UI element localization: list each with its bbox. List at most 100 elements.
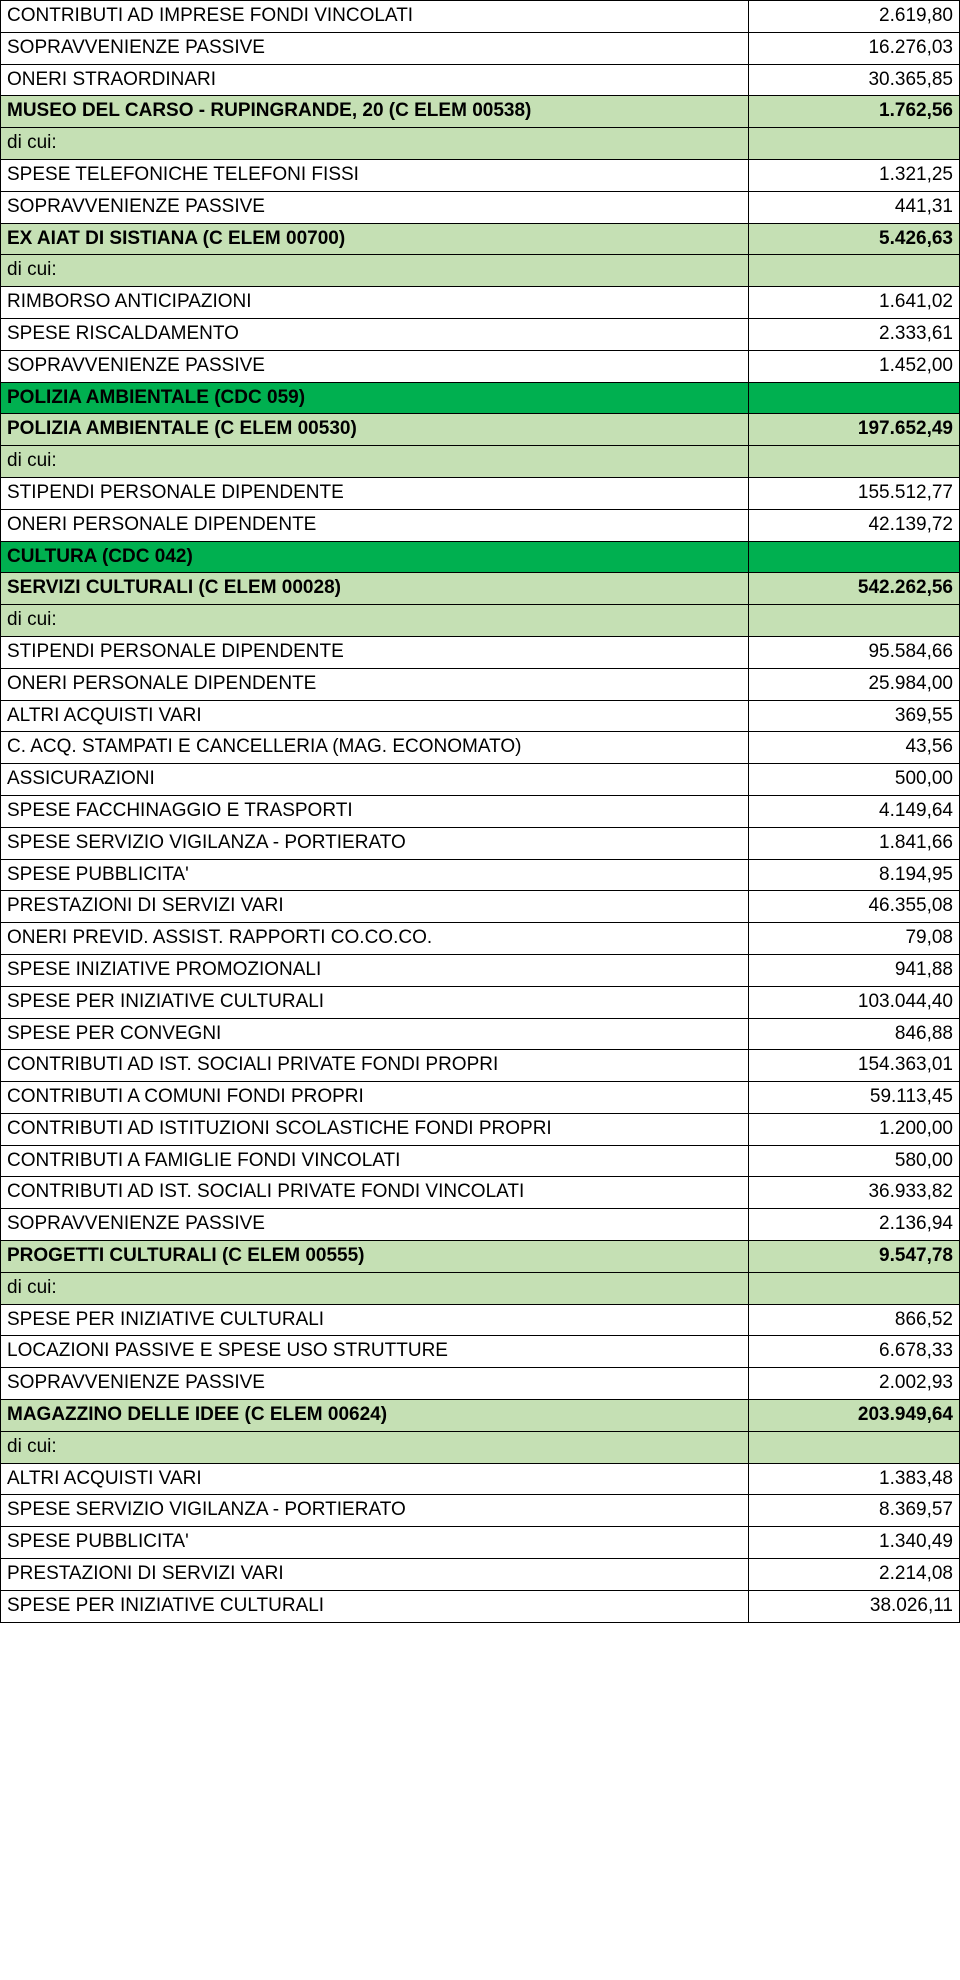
row-label: LOCAZIONI PASSIVE E SPESE USO STRUTTURE xyxy=(1,1336,749,1368)
row-value xyxy=(749,128,960,160)
row-value xyxy=(749,605,960,637)
table-row: PRESTAZIONI DI SERVIZI VARI2.214,08 xyxy=(1,1559,960,1591)
row-value: 441,31 xyxy=(749,191,960,223)
row-value: 1.452,00 xyxy=(749,350,960,382)
table-row: ONERI PERSONALE DIPENDENTE42.139,72 xyxy=(1,509,960,541)
row-label: SERVIZI CULTURALI (C ELEM 00028) xyxy=(1,573,749,605)
row-value: 203.949,64 xyxy=(749,1400,960,1432)
row-label: ONERI PREVID. ASSIST. RAPPORTI CO.CO.CO. xyxy=(1,923,749,955)
table-row: di cui: xyxy=(1,446,960,478)
row-value xyxy=(749,446,960,478)
row-label: STIPENDI PERSONALE DIPENDENTE xyxy=(1,636,749,668)
row-label: C. ACQ. STAMPATI E CANCELLERIA (MAG. ECO… xyxy=(1,732,749,764)
table-row: SOPRAVVENIENZE PASSIVE2.136,94 xyxy=(1,1209,960,1241)
table-row: ONERI PERSONALE DIPENDENTE25.984,00 xyxy=(1,668,960,700)
table-row: SPESE PER INIZIATIVE CULTURALI38.026,11 xyxy=(1,1590,960,1622)
row-value: 846,88 xyxy=(749,1018,960,1050)
row-label: SPESE PER CONVEGNI xyxy=(1,1018,749,1050)
table-row: SPESE INIZIATIVE PROMOZIONALI941,88 xyxy=(1,954,960,986)
row-value: 2.002,93 xyxy=(749,1368,960,1400)
table-row: ASSICURAZIONI500,00 xyxy=(1,764,960,796)
budget-table: CONTRIBUTI AD IMPRESE FONDI VINCOLATI2.6… xyxy=(0,0,960,1623)
row-value: 1.841,66 xyxy=(749,827,960,859)
table-row: ALTRI ACQUISTI VARI1.383,48 xyxy=(1,1463,960,1495)
row-value: 59.113,45 xyxy=(749,1082,960,1114)
row-label: EX AIAT DI SISTIANA (C ELEM 00700) xyxy=(1,223,749,255)
row-value: 8.194,95 xyxy=(749,859,960,891)
row-value xyxy=(749,1272,960,1304)
row-value: 941,88 xyxy=(749,954,960,986)
table-row: di cui: xyxy=(1,128,960,160)
row-label: SPESE RISCALDAMENTO xyxy=(1,318,749,350)
row-label: ONERI PERSONALE DIPENDENTE xyxy=(1,509,749,541)
row-label: di cui: xyxy=(1,255,749,287)
row-label: SPESE SERVIZIO VIGILANZA - PORTIERATO xyxy=(1,827,749,859)
row-value: 79,08 xyxy=(749,923,960,955)
row-label: CONTRIBUTI AD ISTITUZIONI SCOLASTICHE FO… xyxy=(1,1113,749,1145)
row-value: 4.149,64 xyxy=(749,795,960,827)
table-row: STIPENDI PERSONALE DIPENDENTE155.512,77 xyxy=(1,477,960,509)
row-value: 1.321,25 xyxy=(749,159,960,191)
row-label: di cui: xyxy=(1,446,749,478)
row-value: 155.512,77 xyxy=(749,477,960,509)
row-value: 2.333,61 xyxy=(749,318,960,350)
table-row: SPESE SERVIZIO VIGILANZA - PORTIERATO1.8… xyxy=(1,827,960,859)
table-row: EX AIAT DI SISTIANA (C ELEM 00700)5.426,… xyxy=(1,223,960,255)
table-row: SOPRAVVENIENZE PASSIVE1.452,00 xyxy=(1,350,960,382)
table-row: SPESE SERVIZIO VIGILANZA - PORTIERATO8.3… xyxy=(1,1495,960,1527)
row-label: ASSICURAZIONI xyxy=(1,764,749,796)
row-value: 2.214,08 xyxy=(749,1559,960,1591)
row-label: POLIZIA AMBIENTALE (C ELEM 00530) xyxy=(1,414,749,446)
row-value: 95.584,66 xyxy=(749,636,960,668)
row-label: di cui: xyxy=(1,128,749,160)
table-row: di cui: xyxy=(1,605,960,637)
table-row: SPESE RISCALDAMENTO2.333,61 xyxy=(1,318,960,350)
row-label: ALTRI ACQUISTI VARI xyxy=(1,700,749,732)
row-label: SPESE PUBBLICITA' xyxy=(1,859,749,891)
row-label: SPESE PER INIZIATIVE CULTURALI xyxy=(1,986,749,1018)
row-value: 2.619,80 xyxy=(749,1,960,33)
table-row: CONTRIBUTI AD ISTITUZIONI SCOLASTICHE FO… xyxy=(1,1113,960,1145)
row-label: di cui: xyxy=(1,605,749,637)
row-label: SOPRAVVENIENZE PASSIVE xyxy=(1,1368,749,1400)
row-label: CONTRIBUTI A FAMIGLIE FONDI VINCOLATI xyxy=(1,1145,749,1177)
row-value xyxy=(749,255,960,287)
row-label: RIMBORSO ANTICIPAZIONI xyxy=(1,287,749,319)
row-value: 1.641,02 xyxy=(749,287,960,319)
row-value: 38.026,11 xyxy=(749,1590,960,1622)
table-row: SERVIZI CULTURALI (C ELEM 00028)542.262,… xyxy=(1,573,960,605)
table-row: SPESE PER INIZIATIVE CULTURALI103.044,40 xyxy=(1,986,960,1018)
row-label: SOPRAVVENIENZE PASSIVE xyxy=(1,32,749,64)
table-row: POLIZIA AMBIENTALE (C ELEM 00530)197.652… xyxy=(1,414,960,446)
row-value: 500,00 xyxy=(749,764,960,796)
row-value: 154.363,01 xyxy=(749,1050,960,1082)
table-row: CONTRIBUTI A FAMIGLIE FONDI VINCOLATI580… xyxy=(1,1145,960,1177)
table-row: di cui: xyxy=(1,1431,960,1463)
row-label: CONTRIBUTI AD IST. SOCIALI PRIVATE FONDI… xyxy=(1,1177,749,1209)
table-row: ONERI PREVID. ASSIST. RAPPORTI CO.CO.CO.… xyxy=(1,923,960,955)
row-value: 369,55 xyxy=(749,700,960,732)
row-value: 103.044,40 xyxy=(749,986,960,1018)
row-label: PROGETTI CULTURALI (C ELEM 00555) xyxy=(1,1241,749,1273)
table-row: CONTRIBUTI AD IST. SOCIALI PRIVATE FONDI… xyxy=(1,1050,960,1082)
table-row: PRESTAZIONI DI SERVIZI VARI46.355,08 xyxy=(1,891,960,923)
row-value: 36.933,82 xyxy=(749,1177,960,1209)
row-label: CONTRIBUTI AD IST. SOCIALI PRIVATE FONDI… xyxy=(1,1050,749,1082)
table-row: SPESE PER INIZIATIVE CULTURALI866,52 xyxy=(1,1304,960,1336)
row-label: SOPRAVVENIENZE PASSIVE xyxy=(1,1209,749,1241)
row-value: 30.365,85 xyxy=(749,64,960,96)
row-value: 9.547,78 xyxy=(749,1241,960,1273)
row-label: MAGAZZINO DELLE IDEE (C ELEM 00624) xyxy=(1,1400,749,1432)
row-label: CONTRIBUTI A COMUNI FONDI PROPRI xyxy=(1,1082,749,1114)
row-value: 25.984,00 xyxy=(749,668,960,700)
table-row: di cui: xyxy=(1,1272,960,1304)
row-label: MUSEO DEL CARSO - RUPINGRANDE, 20 (C ELE… xyxy=(1,96,749,128)
table-row: LOCAZIONI PASSIVE E SPESE USO STRUTTURE6… xyxy=(1,1336,960,1368)
table-row: PROGETTI CULTURALI (C ELEM 00555)9.547,7… xyxy=(1,1241,960,1273)
row-label: SPESE PER INIZIATIVE CULTURALI xyxy=(1,1304,749,1336)
row-label: CULTURA (CDC 042) xyxy=(1,541,749,573)
table-row: STIPENDI PERSONALE DIPENDENTE95.584,66 xyxy=(1,636,960,668)
row-value xyxy=(749,382,960,414)
row-value: 1.340,49 xyxy=(749,1527,960,1559)
table-row: ALTRI ACQUISTI VARI369,55 xyxy=(1,700,960,732)
